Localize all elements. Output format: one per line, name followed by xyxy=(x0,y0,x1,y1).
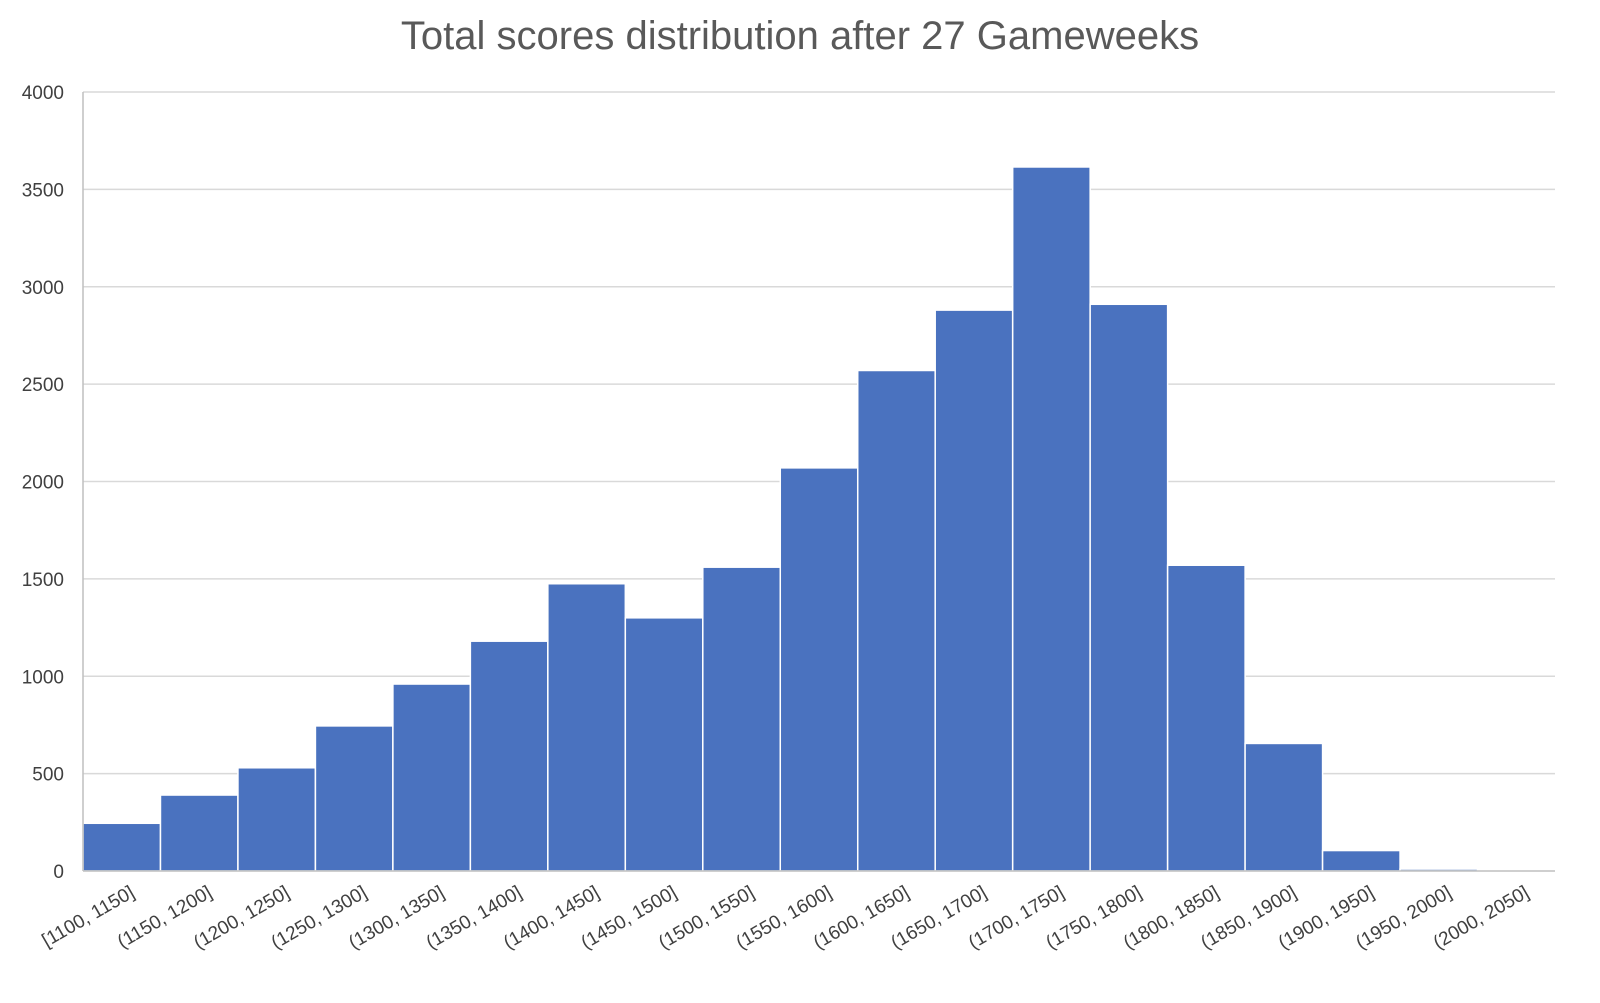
histogram-bar xyxy=(469,640,549,872)
y-tick-label: 1000 xyxy=(22,667,64,688)
axes xyxy=(82,92,1555,872)
histogram-bar xyxy=(547,582,627,872)
x-tick-labels: [1100, 1150](1150, 1200](1200, 1250](125… xyxy=(39,882,1533,954)
histogram-bar xyxy=(1244,742,1324,872)
histogram-bar xyxy=(1321,849,1401,872)
y-tick-label: 2500 xyxy=(22,375,64,396)
histogram-bar xyxy=(779,467,859,872)
histogram-bar xyxy=(237,767,317,872)
y-tick-label: 1500 xyxy=(22,570,64,591)
y-tick-label: 3500 xyxy=(22,180,64,201)
histogram-bar xyxy=(1089,303,1169,872)
y-tick-label: 0 xyxy=(53,862,64,883)
y-tick-label: 3000 xyxy=(22,278,64,299)
y-tick-label: 2000 xyxy=(22,473,64,494)
histogram-bar xyxy=(702,566,782,872)
histogram-bar xyxy=(314,725,394,872)
histogram-bar xyxy=(934,309,1014,872)
chart-title: Total scores distribution after 27 Gamew… xyxy=(400,14,1200,58)
histogram-bar xyxy=(392,683,472,872)
y-tick-label: 500 xyxy=(32,765,64,786)
histogram-bar xyxy=(624,617,704,872)
histogram-bar xyxy=(856,369,936,872)
histogram-bar xyxy=(1011,166,1091,872)
y-tick-labels: 0 500 1000 1500 2000 2500 3000 3500 4000 xyxy=(22,83,64,883)
histogram-bar xyxy=(82,822,162,872)
histogram-bar xyxy=(1166,564,1246,872)
bars xyxy=(82,166,1479,872)
y-tick-label: 4000 xyxy=(22,83,64,104)
histogram-bar xyxy=(159,794,239,872)
